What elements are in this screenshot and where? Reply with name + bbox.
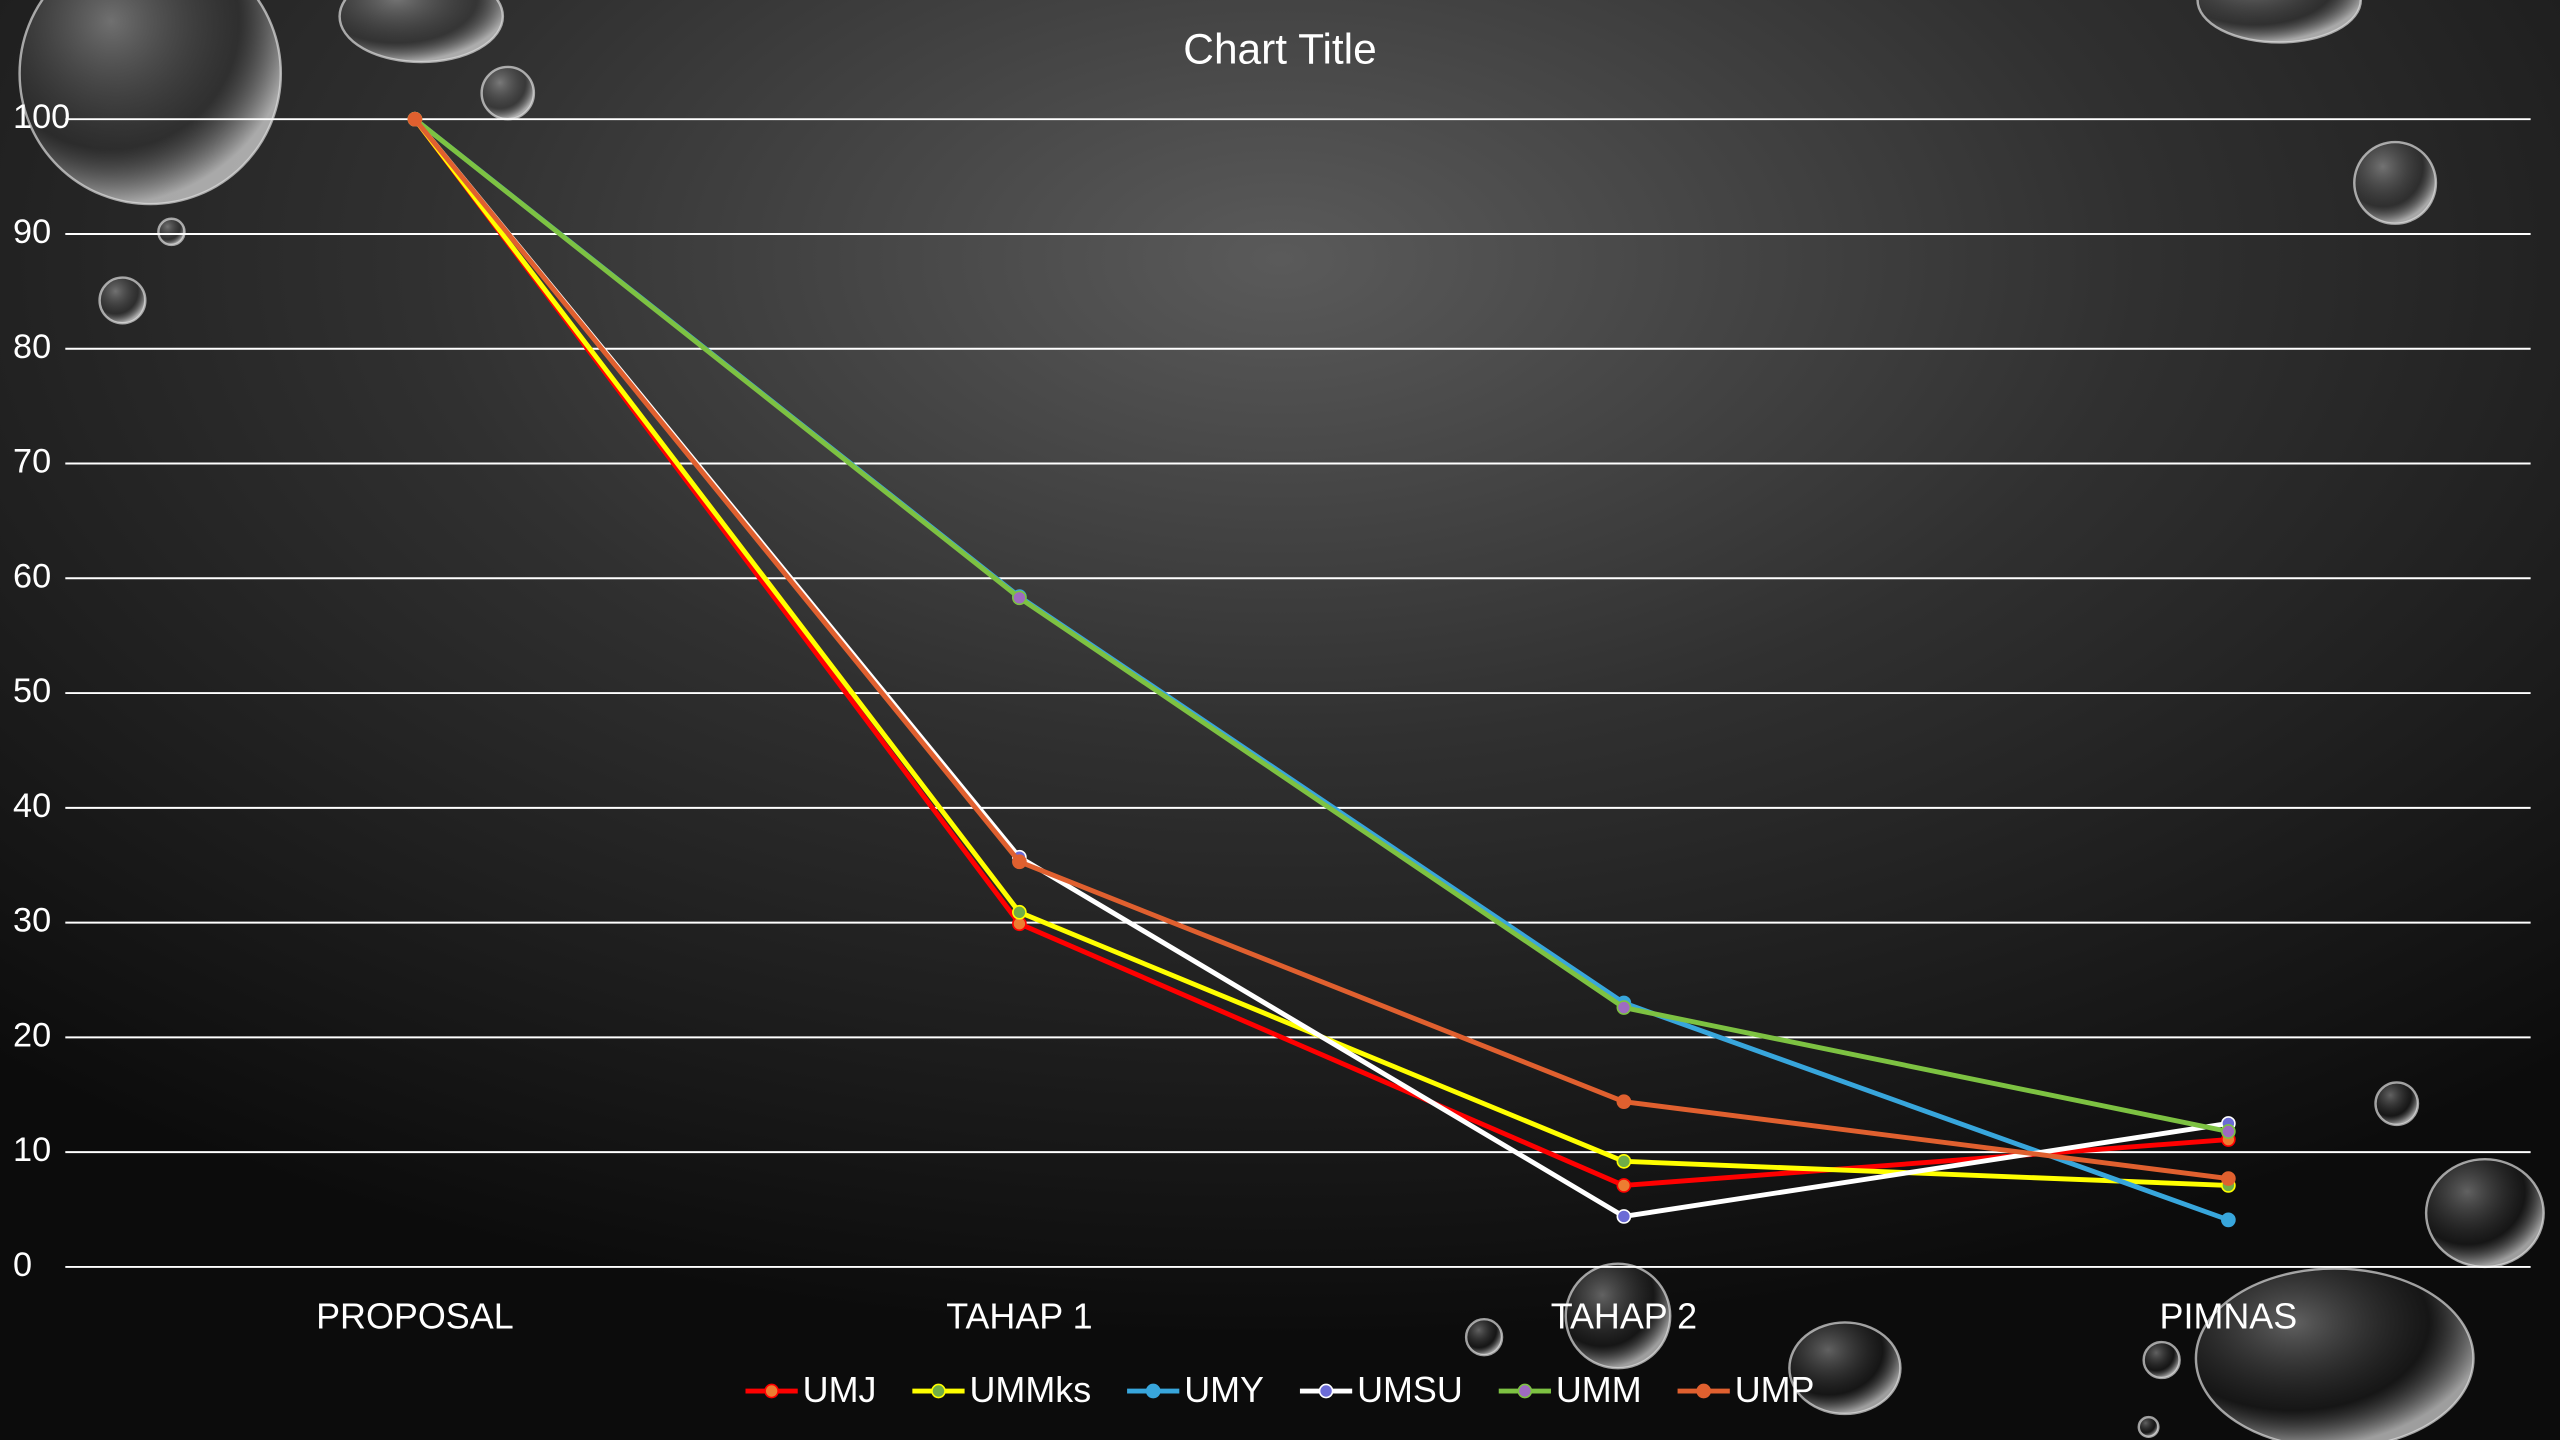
data-point (1012, 590, 1027, 606)
legend-label: UMM (1556, 1369, 1642, 1410)
x-tick-label: PIMNAS (2160, 1296, 2298, 1337)
series-line (413, 117, 2229, 1134)
data-point (1012, 854, 1027, 870)
legend-marker (1318, 1383, 1334, 1399)
data-point (2221, 1124, 2236, 1139)
x-tick-label: PROPOSAL (316, 1296, 514, 1337)
series-line (412, 117, 2229, 1188)
data-point (1616, 1153, 1632, 1169)
y-tick-label: 100 (13, 98, 70, 136)
series-line (412, 117, 2229, 1181)
data-point (2221, 1212, 2236, 1228)
bubbles (18, 0, 2545, 1440)
legend-label: UMMks (969, 1369, 1091, 1410)
x-tick-label: TAHAP 1 (946, 1296, 1092, 1337)
y-tick-label: 80 (13, 328, 51, 366)
y-tick-label: 10 (13, 1131, 51, 1169)
y-tick-label: 20 (13, 1016, 51, 1054)
y-tick-label: 0 (13, 1246, 32, 1284)
data-point (2221, 1171, 2236, 1186)
legend-marker (1517, 1383, 1533, 1399)
legend-label: UMP (1735, 1369, 1815, 1410)
x-tick-label: TAHAP 2 (1551, 1296, 1697, 1337)
y-tick-label: 40 (13, 787, 51, 825)
data-point (1616, 1094, 1632, 1110)
y-tick-label: 50 (13, 672, 51, 710)
legend-label: UMSU (1357, 1369, 1463, 1410)
legend-label: UMJ (803, 1369, 877, 1410)
legend-label: UMY (1184, 1369, 1264, 1410)
y-tick-label: 70 (13, 443, 51, 481)
legend-marker (931, 1383, 946, 1399)
data-point (1616, 1178, 1632, 1193)
y-tick-label: 60 (13, 557, 51, 595)
legend-marker (764, 1383, 779, 1399)
data-point (1616, 1209, 1632, 1224)
data-point (1012, 904, 1027, 920)
y-tick-label: 30 (13, 902, 51, 940)
y-tick-label: 90 (13, 213, 51, 251)
legend-marker (1696, 1383, 1712, 1399)
chart-title: Chart Title (1183, 25, 1376, 72)
data-point (1616, 1000, 1632, 1015)
legend: UMJ UMMks UMY UMSU UMM UMP (745, 1369, 1815, 1410)
data-point (407, 111, 423, 127)
legend-marker (1145, 1383, 1161, 1399)
